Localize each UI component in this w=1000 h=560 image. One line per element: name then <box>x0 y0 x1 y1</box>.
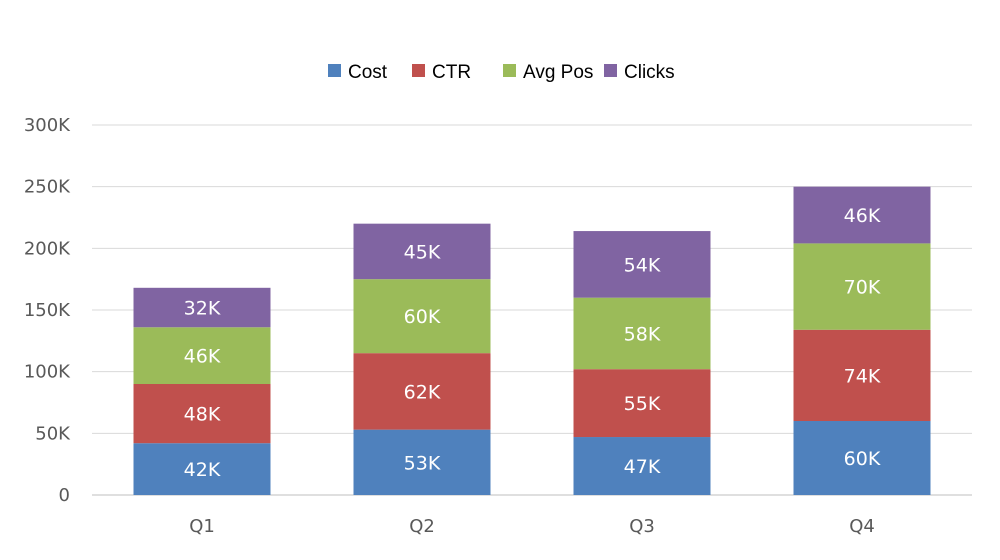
bar-segment-ctr <box>573 369 711 438</box>
bar-stack-q3: 47K 55K 58K 54K <box>573 231 711 495</box>
y-tick-label: 200K <box>24 238 71 259</box>
data-label: 42K <box>184 459 221 481</box>
data-label: 60K <box>404 306 441 328</box>
x-tick-label: Q2 <box>409 516 435 537</box>
data-label: 62K <box>404 381 441 403</box>
bar-stack-q2: 53K 62K 60K 45K <box>353 223 491 495</box>
bar-segment-cost <box>793 421 931 495</box>
data-label: 55K <box>624 393 661 415</box>
legend-label: CTR <box>432 62 471 83</box>
bar-segment-ctr <box>133 384 271 444</box>
data-label: 32K <box>184 298 221 320</box>
bars: 42K 48K 46K 32K 53K 62K 60K 45K 47K 55K 58K 54K 60K 7… <box>133 186 931 495</box>
y-tick-label: 0 <box>59 485 70 506</box>
data-label: 45K <box>404 241 441 263</box>
y-tick-label: 250K <box>24 177 71 198</box>
data-label: 70K <box>844 277 881 299</box>
bar-segment-clicks <box>573 231 711 298</box>
bar-segment-cost <box>133 443 271 495</box>
bar-segment-ctr <box>793 329 931 421</box>
bar-segment-avg-pos <box>133 327 271 384</box>
data-label: 58K <box>624 323 661 345</box>
bar-segment-cost <box>353 429 491 495</box>
legend-item-ctr: CTR <box>412 62 471 83</box>
legend-swatch <box>328 64 341 77</box>
legend-swatch <box>412 64 425 77</box>
data-label: 74K <box>844 365 881 387</box>
legend-item-clicks: Clicks <box>604 62 675 83</box>
data-label: 60K <box>844 448 881 470</box>
data-label: 54K <box>624 254 661 276</box>
legend-label: Cost <box>348 62 388 83</box>
legend-swatch <box>503 64 516 77</box>
bar-segment-clicks <box>793 186 931 244</box>
bar-stack-q1: 42K 48K 46K 32K <box>133 287 271 495</box>
bar-segment-avg-pos <box>353 279 491 354</box>
data-label: 46K <box>184 346 221 368</box>
y-tick-label: 300K <box>24 115 71 136</box>
legend-item-cost: Cost <box>328 62 388 83</box>
bar-segment-avg-pos <box>573 297 711 370</box>
legend-item-avg-pos: Avg Pos <box>503 62 593 83</box>
data-label: 53K <box>404 452 441 474</box>
legend-label: Avg Pos <box>523 62 593 83</box>
legend-swatch <box>604 64 617 77</box>
y-tick-label: 50K <box>35 423 71 444</box>
x-axis: Q1 Q2 Q3 Q4 <box>189 516 875 537</box>
bar-segment-clicks <box>133 287 271 328</box>
bar-segment-cost <box>573 437 711 495</box>
x-tick-label: Q4 <box>849 516 875 537</box>
bar-segment-clicks <box>353 223 491 280</box>
bar-stack-q4: 60K 74K 70K 46K <box>793 186 931 495</box>
data-label: 46K <box>844 205 881 227</box>
bar-segment-avg-pos <box>793 243 931 330</box>
data-label: 48K <box>184 404 221 426</box>
legend: Cost CTR Avg Pos Clicks <box>328 62 675 83</box>
y-axis: 0 50K 100K 150K 200K 250K 300K <box>24 115 71 506</box>
x-tick-label: Q1 <box>189 516 215 537</box>
bar-segment-ctr <box>353 353 491 430</box>
y-tick-label: 150K <box>24 300 71 321</box>
legend-label: Clicks <box>624 62 675 83</box>
y-tick-label: 100K <box>24 362 71 383</box>
x-tick-label: Q3 <box>629 516 655 537</box>
data-label: 47K <box>624 456 661 478</box>
